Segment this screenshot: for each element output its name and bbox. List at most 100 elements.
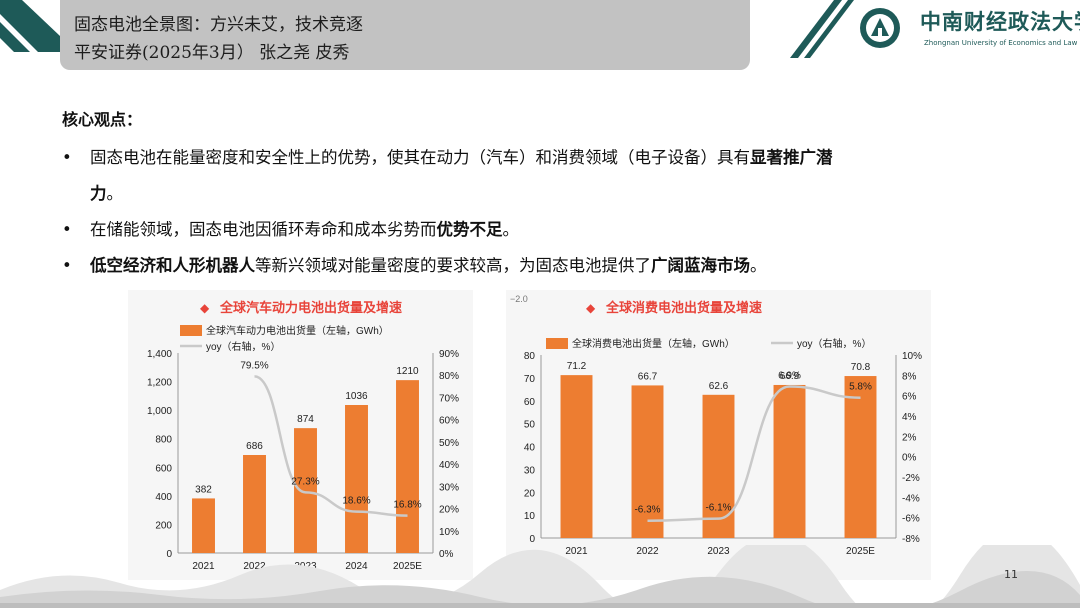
y-tick-right: 30%: [439, 482, 459, 493]
bullet-item: • 固态电池在能量密度和安全性上的优势，使其在动力（汽车）和消费领域（电子设备）…: [62, 140, 1022, 212]
y-tick-left: 60: [524, 397, 536, 408]
y-tick-left: 20: [524, 488, 536, 499]
y-tick-right: 10%: [902, 351, 922, 362]
chart-title: 全球消费电池出货量及增速: [605, 300, 762, 315]
y-tick-left: 1,200: [147, 378, 172, 389]
section-heading: 核心观点：: [62, 110, 143, 129]
y-tick-left: 10: [524, 511, 536, 522]
bar: [294, 428, 317, 553]
line-label: -6.3%: [634, 505, 660, 516]
line-label: 16.8%: [393, 500, 421, 511]
bar: [560, 375, 593, 538]
y-tick-left: 200: [155, 520, 172, 531]
legend-label-line: yoy（右轴，%）: [206, 340, 280, 353]
bullet-text: 固态电池在能量密度和安全性上的优势，使其在动力（汽车）和消费领域（电子设备）具有: [90, 148, 750, 167]
x-tick: 2025E: [846, 546, 875, 557]
y-tick-left: 600: [155, 463, 172, 474]
bar-label: 1036: [345, 391, 368, 402]
bar-label: 66.9: [780, 371, 800, 382]
y-tick-right: -8%: [902, 534, 920, 545]
bullet-item: • 低空经济和人形机器人等新兴领域对能量密度的要求较高，为固态电池提供了广阔蓝海…: [62, 248, 1022, 284]
bullet-list: • 固态电池在能量密度和安全性上的优势，使其在动力（汽车）和消费领域（电子设备）…: [62, 140, 1022, 284]
bar-label: 874: [297, 414, 314, 425]
legend-swatch-bar: [180, 325, 202, 336]
bar-label: 66.7: [638, 371, 658, 382]
line-label: 6.9%: [778, 371, 801, 382]
bar: [192, 498, 215, 553]
bar: [631, 385, 664, 538]
header-left-decoration: [0, 0, 60, 52]
x-tick: 2025E: [393, 561, 422, 572]
x-tick: 2021: [192, 561, 215, 572]
line-label: 27.3%: [291, 476, 319, 487]
university-name: 中南财经政法大学: [920, 9, 1080, 34]
line-label: 18.6%: [342, 496, 370, 507]
y-tick-left: 1,000: [147, 406, 172, 417]
header-title-box: 固态电池全景图：方兴未艾，技术竞逐 平安证券(2025年3月） 张之尧 皮秀: [60, 0, 750, 70]
legend-swatch-bar: [546, 338, 568, 349]
bullet-dot: •: [62, 256, 72, 275]
bullet-end: 。: [750, 256, 767, 275]
bar: [773, 384, 806, 538]
y-tick-right: 90%: [439, 349, 459, 360]
chart-vehicle-battery: ◆ 全球汽车动力电池出货量及增速 全球汽车动力电池出货量（左轴，GWh） yoy（右轴…: [128, 290, 473, 584]
x-tick: 2022: [243, 561, 266, 572]
y-tick-left: 30: [524, 465, 536, 476]
y-tick-right: 10%: [439, 527, 459, 538]
y-tick-left: 0: [529, 534, 535, 545]
bullet-text: 等新兴领域对能量密度的要求较高，为固态电池提供了: [255, 256, 651, 275]
legend-label-line: yoy（右轴，%）: [797, 337, 871, 350]
bar-label: 1210: [396, 366, 419, 377]
y-tick-right: 80%: [439, 371, 459, 382]
yoy-line: [647, 385, 861, 522]
bullet-emphasis: 力: [90, 184, 107, 203]
x-tick: 2021: [565, 546, 588, 557]
bar-label: 71.2: [567, 361, 587, 372]
line-label: -6.1%: [705, 503, 731, 514]
page-number: 11: [1004, 568, 1018, 581]
chart-consumer-battery: −2.0 ◆ 全球消费电池出货量及增速全球消费电池出货量（左轴，GWh） yoy（右轴…: [506, 290, 931, 584]
bullet-text: 在储能领域，固态电池因循环寿命和成本劣势而: [90, 220, 437, 239]
legend-label-bar: 全球消费电池出货量（左轴，GWh）: [572, 337, 735, 350]
bullet-end: 。: [106, 184, 124, 203]
bullet-end: 。: [502, 220, 520, 239]
y-tick-right: 60%: [439, 416, 459, 427]
y-tick-left: 800: [155, 435, 172, 446]
bullet-emphasis: 广阔蓝海市场: [651, 256, 750, 275]
bullet-emphasis: 显著推广潜: [750, 148, 833, 167]
chart-title-marker: ◆: [586, 301, 596, 315]
header-subtitle: 平安证券(2025年3月） 张之尧 皮秀: [74, 43, 350, 63]
bar: [844, 376, 877, 538]
y-tick-right: 40%: [439, 460, 459, 471]
line-label: 5.8%: [849, 382, 872, 393]
bar: [396, 380, 419, 553]
chart-title-marker: ◆: [200, 301, 210, 315]
chart-title: 全球汽车动力电池出货量及增速: [219, 300, 402, 315]
header-title: 固态电池全景图：方兴未艾，技术竞逐: [74, 15, 363, 35]
x-tick: 2023: [707, 546, 730, 557]
bar: [702, 394, 735, 538]
y-tick-right: 4%: [902, 412, 917, 423]
y-tick-left: 1,400: [147, 349, 172, 360]
bar: [345, 405, 368, 553]
y-tick-left: 40: [524, 443, 536, 454]
chart-corner-text: −2.0: [510, 294, 528, 304]
footer-landscape-decoration: [0, 545, 1080, 608]
bullet-emphasis: 低空经济和人形机器人: [90, 256, 255, 275]
y-tick-left: 70: [524, 374, 536, 385]
yoy-line: [254, 375, 408, 517]
y-tick-right: 6%: [902, 392, 917, 403]
line-label: 79.5%: [240, 360, 268, 371]
x-tick: 2024: [345, 561, 368, 572]
bar-label: 70.8: [851, 362, 871, 373]
y-tick-left: 400: [155, 492, 172, 503]
bullet-dot: •: [62, 220, 72, 239]
bar-label: 62.6: [709, 381, 729, 392]
university-emblem-icon: [860, 8, 900, 48]
y-tick-right: -4%: [902, 493, 920, 504]
y-tick-right: 0%: [439, 549, 454, 560]
y-tick-left: 80: [524, 351, 536, 362]
bar-label: 686: [246, 441, 263, 452]
university-name-en: Zhongnan University of Economics and Law: [924, 39, 1078, 47]
